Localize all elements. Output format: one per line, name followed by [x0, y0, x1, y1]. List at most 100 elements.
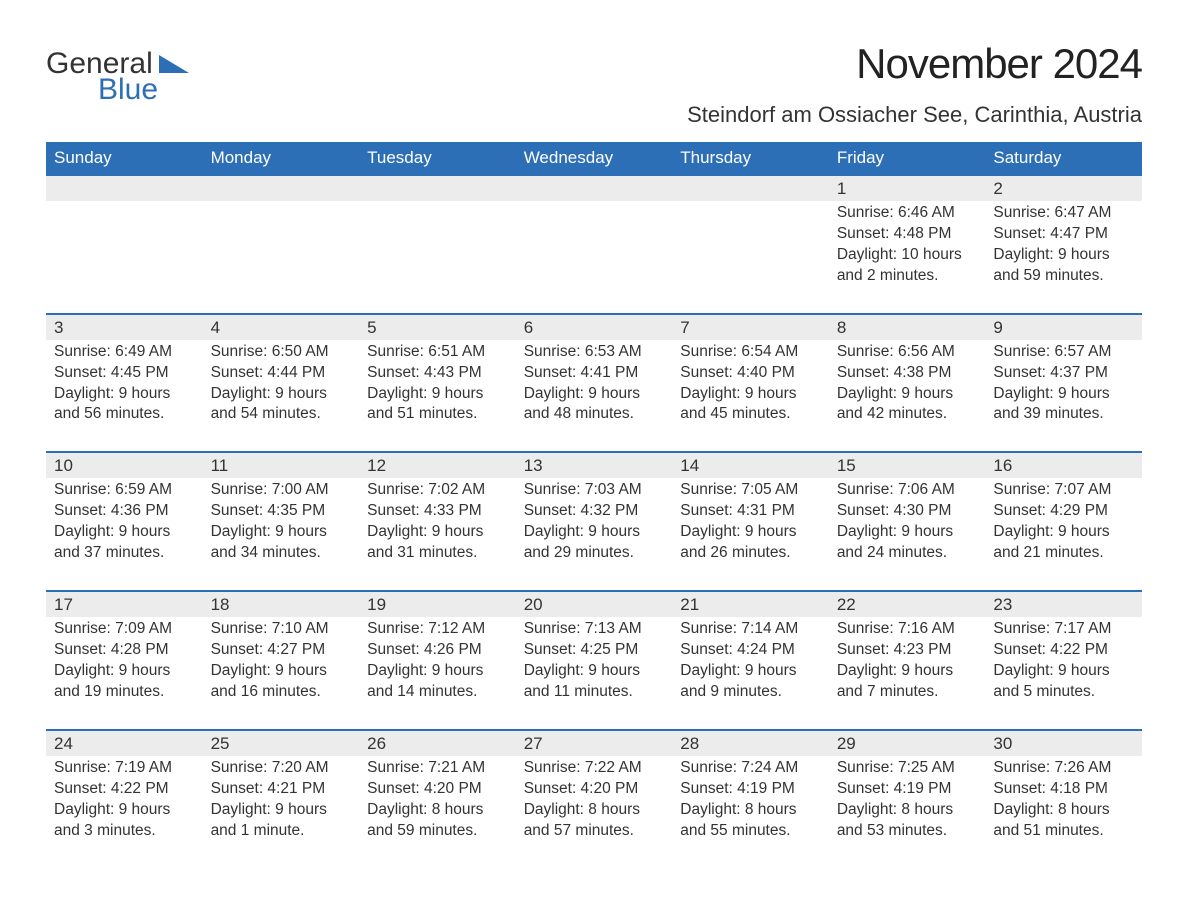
week-detail-row: Sunrise: 7:19 AMSunset: 4:22 PMDaylight:…	[46, 756, 1142, 852]
sunrise-text: Sunrise: 7:22 AM	[524, 758, 665, 779]
sunrise-text: Sunrise: 7:16 AM	[837, 619, 978, 640]
sunrise-text: Sunrise: 7:02 AM	[367, 480, 508, 501]
sunset-text: Sunset: 4:48 PM	[837, 224, 978, 245]
day-detail-cell: Sunrise: 7:07 AMSunset: 4:29 PMDaylight:…	[985, 478, 1142, 591]
sunrise-text: Sunrise: 6:54 AM	[680, 342, 821, 363]
sunset-text: Sunset: 4:40 PM	[680, 363, 821, 384]
day-number: 1	[837, 179, 846, 198]
day-number-cell: 22	[829, 591, 986, 617]
day-number-cell: 24	[46, 730, 203, 756]
col-tuesday: Tuesday	[359, 142, 516, 175]
day-number: 9	[993, 318, 1002, 337]
daylight-line1: Daylight: 9 hours	[524, 522, 665, 543]
day-number-cell: 25	[203, 730, 360, 756]
daylight-line1: Daylight: 9 hours	[367, 661, 508, 682]
triangle-icon	[159, 51, 189, 76]
daylight-line2: and 24 minutes.	[837, 543, 978, 564]
week-number-row: 12	[46, 175, 1142, 201]
daylight-line2: and 16 minutes.	[211, 682, 352, 703]
daylight-line2: and 7 minutes.	[837, 682, 978, 703]
sunset-text: Sunset: 4:36 PM	[54, 501, 195, 522]
day-number: 5	[367, 318, 376, 337]
daylight-line2: and 59 minutes.	[367, 821, 508, 842]
day-number: 26	[367, 734, 386, 753]
daylight-line2: and 26 minutes.	[680, 543, 821, 564]
daylight-line1: Daylight: 9 hours	[54, 661, 195, 682]
day-number: 13	[524, 456, 543, 475]
sunrise-text: Sunrise: 7:21 AM	[367, 758, 508, 779]
day-detail-cell: Sunrise: 7:02 AMSunset: 4:33 PMDaylight:…	[359, 478, 516, 591]
sunset-text: Sunset: 4:27 PM	[211, 640, 352, 661]
day-detail-cell: Sunrise: 7:00 AMSunset: 4:35 PMDaylight:…	[203, 478, 360, 591]
day-number-cell: 7	[672, 314, 829, 340]
day-number: 24	[54, 734, 73, 753]
sunrise-text: Sunrise: 7:13 AM	[524, 619, 665, 640]
day-detail-cell: Sunrise: 7:05 AMSunset: 4:31 PMDaylight:…	[672, 478, 829, 591]
day-detail-cell: Sunrise: 7:14 AMSunset: 4:24 PMDaylight:…	[672, 617, 829, 730]
sunset-text: Sunset: 4:31 PM	[680, 501, 821, 522]
day-detail-cell: Sunrise: 6:47 AMSunset: 4:47 PMDaylight:…	[985, 201, 1142, 314]
day-detail-cell: Sunrise: 7:17 AMSunset: 4:22 PMDaylight:…	[985, 617, 1142, 730]
sunrise-text: Sunrise: 7:24 AM	[680, 758, 821, 779]
sunset-text: Sunset: 4:20 PM	[524, 779, 665, 800]
day-number: 29	[837, 734, 856, 753]
daylight-line2: and 21 minutes.	[993, 543, 1134, 564]
daylight-line2: and 56 minutes.	[54, 404, 195, 425]
day-detail-cell	[46, 201, 203, 314]
day-number-cell: 4	[203, 314, 360, 340]
sunset-text: Sunset: 4:18 PM	[993, 779, 1134, 800]
day-detail-cell: Sunrise: 7:21 AMSunset: 4:20 PMDaylight:…	[359, 756, 516, 852]
sunset-text: Sunset: 4:24 PM	[680, 640, 821, 661]
day-detail-cell: Sunrise: 7:20 AMSunset: 4:21 PMDaylight:…	[203, 756, 360, 852]
daylight-line1: Daylight: 9 hours	[211, 800, 352, 821]
day-number: 27	[524, 734, 543, 753]
sunset-text: Sunset: 4:23 PM	[837, 640, 978, 661]
sunrise-text: Sunrise: 6:51 AM	[367, 342, 508, 363]
day-number: 11	[211, 456, 229, 475]
sunrise-text: Sunrise: 7:17 AM	[993, 619, 1134, 640]
sunrise-text: Sunrise: 7:20 AM	[211, 758, 352, 779]
daylight-line1: Daylight: 9 hours	[211, 661, 352, 682]
day-number-cell	[672, 175, 829, 201]
sunset-text: Sunset: 4:25 PM	[524, 640, 665, 661]
day-detail-cell: Sunrise: 7:24 AMSunset: 4:19 PMDaylight:…	[672, 756, 829, 852]
daylight-line1: Daylight: 9 hours	[54, 800, 195, 821]
day-detail-cell: Sunrise: 7:19 AMSunset: 4:22 PMDaylight:…	[46, 756, 203, 852]
day-number: 28	[680, 734, 699, 753]
daylight-line2: and 48 minutes.	[524, 404, 665, 425]
sunrise-text: Sunrise: 6:50 AM	[211, 342, 352, 363]
sunset-text: Sunset: 4:29 PM	[993, 501, 1134, 522]
daylight-line2: and 39 minutes.	[993, 404, 1134, 425]
day-number-cell	[203, 175, 360, 201]
sunset-text: Sunset: 4:26 PM	[367, 640, 508, 661]
day-detail-cell: Sunrise: 6:51 AMSunset: 4:43 PMDaylight:…	[359, 340, 516, 453]
sunrise-text: Sunrise: 7:05 AM	[680, 480, 821, 501]
brand-logo: General Blue	[46, 50, 189, 103]
daylight-line1: Daylight: 9 hours	[54, 522, 195, 543]
daylight-line1: Daylight: 9 hours	[993, 245, 1134, 266]
sunset-text: Sunset: 4:41 PM	[524, 363, 665, 384]
sunrise-text: Sunrise: 6:56 AM	[837, 342, 978, 363]
sunrise-text: Sunrise: 7:19 AM	[54, 758, 195, 779]
week-number-row: 17181920212223	[46, 591, 1142, 617]
day-number-cell: 13	[516, 452, 673, 478]
day-number-cell	[516, 175, 673, 201]
day-detail-cell: Sunrise: 6:49 AMSunset: 4:45 PMDaylight:…	[46, 340, 203, 453]
sunset-text: Sunset: 4:19 PM	[680, 779, 821, 800]
week-number-row: 10111213141516	[46, 452, 1142, 478]
sunset-text: Sunset: 4:30 PM	[837, 501, 978, 522]
daylight-line2: and 34 minutes.	[211, 543, 352, 564]
day-detail-cell: Sunrise: 7:09 AMSunset: 4:28 PMDaylight:…	[46, 617, 203, 730]
daylight-line1: Daylight: 9 hours	[993, 522, 1134, 543]
daylight-line1: Daylight: 8 hours	[993, 800, 1134, 821]
sunrise-text: Sunrise: 6:57 AM	[993, 342, 1134, 363]
day-number-cell: 8	[829, 314, 986, 340]
day-number: 10	[54, 456, 73, 475]
daylight-line1: Daylight: 8 hours	[367, 800, 508, 821]
daylight-line2: and 1 minute.	[211, 821, 352, 842]
day-number: 7	[680, 318, 689, 337]
daylight-line2: and 42 minutes.	[837, 404, 978, 425]
day-number: 14	[680, 456, 699, 475]
week-detail-row: Sunrise: 6:49 AMSunset: 4:45 PMDaylight:…	[46, 340, 1142, 453]
sunset-text: Sunset: 4:22 PM	[54, 779, 195, 800]
